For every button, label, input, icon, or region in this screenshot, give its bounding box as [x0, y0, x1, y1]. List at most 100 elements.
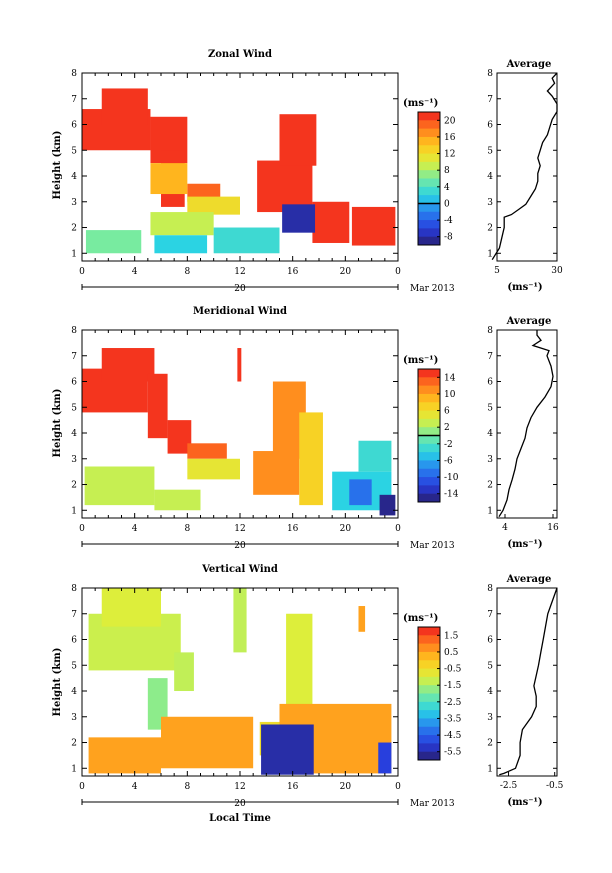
heatmap-cell: [257, 160, 313, 213]
heatmap-cell: [358, 440, 392, 472]
x-tick-label: 20: [340, 267, 352, 277]
x-tick-label: 16: [287, 782, 299, 792]
panel-3-colorbar-unit: (ms⁻¹): [403, 613, 438, 624]
colorbar-label: -5.5: [444, 748, 462, 758]
profile-y-tick-label: 2: [487, 481, 493, 491]
profile-y-tick-label: 5: [487, 146, 493, 156]
heatmap-cell: [379, 494, 396, 516]
heatmap-cell: [279, 114, 317, 166]
profile-y-tick-label: 7: [487, 95, 493, 105]
panel-1-average-profile: Average 1 2 3 4 5 6 7 8 5 30 (ms⁻¹): [487, 59, 563, 293]
x-tick-label: 0: [79, 267, 85, 277]
heatmap-cell: [378, 742, 392, 774]
heatmap-cell: [187, 458, 240, 480]
heatmap-cell: [101, 348, 155, 382]
heatmap-cell: [101, 588, 161, 627]
panel-3-profile-xlabel: (ms⁻¹): [507, 797, 542, 808]
colorbar-segment: [418, 743, 440, 753]
colorbar-segment: [418, 452, 440, 461]
heatmap-cell: [101, 88, 148, 125]
colorbar-segment: [418, 393, 440, 403]
panel-2-colorbar-scale: 14 10 6 2 -2 -6 -10 -14: [417, 368, 459, 503]
colorbar-label: 4: [444, 183, 450, 193]
colorbar-segment: [418, 493, 440, 503]
date-day: 20: [234, 541, 246, 551]
colorbar-segment: [418, 427, 440, 436]
colorbar-segment: [418, 718, 440, 728]
profile-line: [498, 330, 554, 518]
y-tick-label: 4: [71, 429, 77, 439]
profile-line: [499, 587, 558, 776]
panel-2-title: Meridional Wind: [193, 306, 287, 317]
colorbar-label: -3.5: [444, 714, 462, 724]
colorbar-segment: [418, 136, 440, 146]
heatmap-cell: [351, 206, 396, 246]
x-tick-label: 0: [79, 782, 85, 792]
colorbar-label: 12: [444, 150, 455, 160]
profile-frame: [496, 587, 558, 777]
heatmap-cell: [237, 348, 242, 382]
profile-y-tick-label: 7: [487, 352, 493, 362]
profile-line: [491, 72, 558, 261]
profile-x-tick-label: 4: [502, 523, 508, 533]
colorbar-frame: [417, 626, 441, 761]
date-day: 20: [234, 284, 246, 294]
y-tick-label: 3: [71, 455, 77, 465]
colorbar-label: 2: [444, 423, 450, 433]
profile-y-tick-label: 8: [487, 584, 493, 594]
y-tick-label: 3: [71, 198, 77, 208]
colorbar-label: -10: [444, 473, 459, 483]
profile-y-tick-label: 2: [487, 739, 493, 749]
heatmap-cell: [299, 412, 323, 506]
profile-x-tick-label: -2.5: [500, 781, 518, 791]
colorbar-segment: [418, 477, 440, 486]
colorbar-label: 8: [444, 166, 450, 176]
profile-y-tick-label: 3: [487, 713, 493, 723]
heatmap-cell: [253, 451, 300, 495]
colorbar-segment: [418, 651, 440, 661]
y-tick-label: 1: [71, 506, 77, 516]
heatmap-cell: [312, 201, 350, 243]
colorbar-segment: [418, 120, 440, 130]
x-tick-label: 20: [340, 524, 352, 534]
profile-y-tick-label: 4: [487, 687, 493, 697]
date-day: 20: [234, 799, 246, 809]
profile-y-tick-label: 6: [487, 121, 493, 131]
y-tick-label: 5: [71, 403, 77, 413]
colorbar-segment: [418, 377, 440, 387]
colorbar-segment: [418, 112, 440, 121]
x-tick-label: 8: [184, 267, 190, 277]
heatmap-cell: [187, 443, 227, 459]
heatmap-cell: [150, 212, 214, 236]
panel-1-colorbar-unit: (ms⁻¹): [403, 98, 438, 109]
y-tick-label: 5: [71, 661, 77, 671]
profile-y-tick-label: 8: [487, 326, 493, 336]
panel-2-colorbar-unit: (ms⁻¹): [403, 355, 438, 366]
colorbar-segment: [418, 418, 440, 428]
y-tick-label: 7: [71, 95, 77, 105]
colorbar-segment: [418, 178, 440, 188]
colorbar-segment: [418, 710, 440, 719]
panel-2-ylabel: Height (km): [52, 389, 63, 458]
heatmap-cell: [187, 196, 240, 215]
heatmap-cell: [261, 724, 314, 775]
colorbar-segment: [418, 211, 440, 221]
colorbar-segment: [418, 685, 440, 694]
profile-y-tick-label: 2: [487, 224, 493, 234]
colorbar-segment: [418, 145, 440, 155]
colorbar-label: 0.5: [444, 648, 459, 658]
profile-y-tick-label: 5: [487, 403, 493, 413]
colorbar-segment: [418, 153, 440, 163]
colorbar-segment: [418, 485, 440, 495]
colorbar-label: 1.5: [444, 631, 459, 641]
profile-y-tick-label: 6: [487, 636, 493, 646]
colorbar-segment: [418, 369, 440, 378]
colorbar-segment: [418, 435, 440, 445]
colorbar-label: -2.5: [444, 698, 462, 708]
x-tick-label: 12: [234, 782, 245, 792]
date-month: Mar 2013: [410, 799, 455, 809]
x-tick-label: 20: [340, 782, 352, 792]
